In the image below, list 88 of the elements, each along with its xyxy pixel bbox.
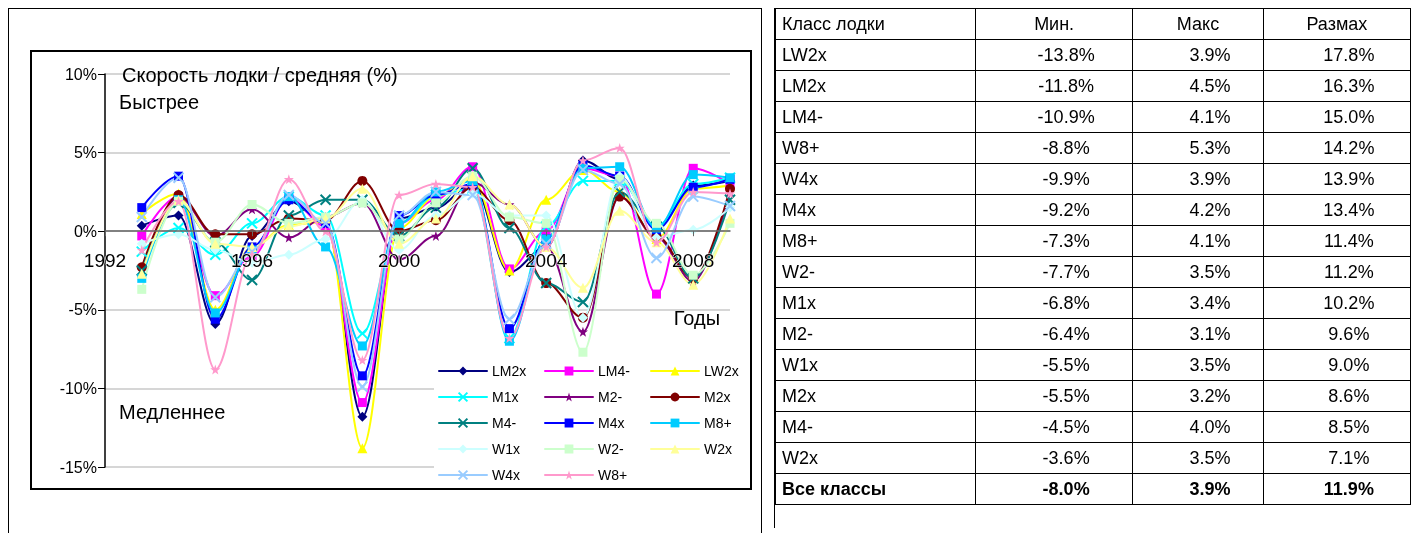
data-label: -9.9% [975, 163, 1133, 195]
category-label: M2x [775, 380, 976, 412]
data-label: 11.9% [1263, 473, 1411, 505]
y-tick-label: 5% [73, 144, 97, 162]
data-label: 3.5% [1132, 256, 1264, 288]
data-label: -7.7% [975, 256, 1133, 288]
category-label: Все классы [775, 473, 976, 505]
legend-label: M2x [704, 389, 731, 405]
category-label: W1x [775, 349, 976, 381]
data-label: -8.8% [975, 132, 1133, 164]
y-tick-label: -5% [68, 301, 97, 319]
category-label: W2- [775, 256, 976, 288]
data-label: 13.4% [1263, 194, 1411, 226]
data-label: 15.0% [1263, 101, 1411, 133]
data-label: -6.4% [975, 318, 1133, 350]
legend-label: W8+ [598, 467, 628, 483]
legend-label: W4x [492, 467, 520, 483]
text: Мин. [975, 8, 1133, 40]
legend-label: M2- [598, 389, 623, 405]
chart-title: Скорость лодки / средняя (%) [122, 64, 398, 86]
data-label: 4.1% [1132, 101, 1264, 133]
text: Макс [1132, 8, 1264, 40]
y-tick-label: -15% [59, 458, 97, 476]
data-label: 4.1% [1132, 225, 1264, 257]
data-label: -13.8% [975, 39, 1133, 71]
data-label: -11.8% [975, 70, 1133, 102]
data-label: 11.4% [1263, 225, 1411, 257]
category-label: M2- [775, 318, 976, 350]
legend-label: LM2x [492, 363, 527, 379]
data-label: 4.0% [1132, 411, 1264, 443]
data-label: 3.9% [1132, 163, 1264, 195]
category-label: W2x [775, 442, 976, 474]
legend-label: M4- [492, 415, 517, 431]
category-label: W8+ [775, 132, 976, 164]
data-label: 3.5% [1132, 442, 1264, 474]
data-label: 5.3% [1132, 132, 1264, 164]
category-label: LM4- [775, 101, 976, 133]
data-label: 3.2% [1132, 380, 1264, 412]
data-label: 4.5% [1132, 70, 1264, 102]
data-label: 8.6% [1263, 380, 1411, 412]
legend-label: M4x [598, 415, 625, 431]
legend-label: LW2x [704, 363, 739, 379]
annotation: Быстрее [119, 91, 200, 113]
legend-label: W2x [704, 441, 732, 457]
y-tick-label: 10% [64, 65, 97, 83]
data-label: 7.1% [1263, 442, 1411, 474]
y-tick-label: -10% [59, 379, 97, 397]
data-label: 13.9% [1263, 163, 1411, 195]
data-label: -4.5% [975, 411, 1133, 443]
category-label: M4- [775, 411, 976, 443]
data-label: 11.2% [1263, 256, 1411, 288]
data-label: -10.9% [975, 101, 1133, 133]
data-label: -7.3% [975, 225, 1133, 257]
text: Размах [1263, 8, 1411, 40]
data-label: 10.2% [1263, 287, 1411, 319]
data-label: -6.8% [975, 287, 1133, 319]
legend-label: M8+ [704, 415, 732, 431]
data-label: 3.5% [1132, 349, 1264, 381]
y-tick-label: 0% [73, 222, 97, 240]
data-label: -9.2% [975, 194, 1133, 226]
legend-label: W1x [492, 441, 520, 457]
legend-label: M1x [492, 389, 519, 405]
category-label: M4x [775, 194, 976, 226]
legend-label: W2- [598, 441, 624, 457]
data-label: -8.0% [975, 473, 1133, 505]
data-label: 9.0% [1263, 349, 1411, 381]
category-label: M8+ [775, 225, 976, 257]
data-label: 16.3% [1263, 70, 1411, 102]
data-label: -3.6% [975, 442, 1133, 474]
data-label: -5.5% [975, 349, 1133, 381]
legend-label: LM4- [598, 363, 631, 379]
data-label: -5.5% [975, 380, 1133, 412]
data-label: 14.2% [1263, 132, 1411, 164]
category-label: W4x [775, 163, 976, 195]
annotation: Медленнее [119, 401, 226, 423]
data-label: 3.4% [1132, 287, 1264, 319]
data-label: 3.1% [1132, 318, 1264, 350]
text: Класс лодки [775, 8, 976, 40]
data-label: 9.6% [1263, 318, 1411, 350]
category-label: M1x [775, 287, 976, 319]
category-label: LM2x [775, 70, 976, 102]
data-label: 8.5% [1263, 411, 1411, 443]
data-label: 4.2% [1132, 194, 1264, 226]
data-label: 17.8% [1263, 39, 1411, 71]
x-axis-title: Годы [673, 307, 721, 329]
data-label: 3.9% [1132, 39, 1264, 71]
category-label: LW2x [775, 39, 976, 71]
data-label: 3.9% [1132, 473, 1264, 505]
